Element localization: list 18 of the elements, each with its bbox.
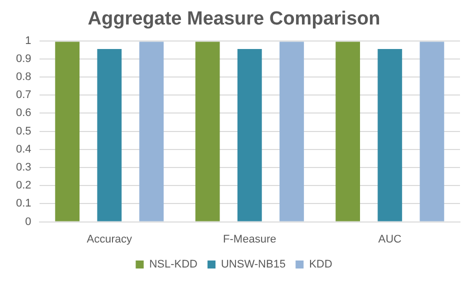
- y-tick-label: 0.6: [16, 107, 32, 120]
- x-tick-label: F-Measure: [223, 233, 276, 246]
- y-tick-label: 0.3: [16, 162, 32, 174]
- y-tick-label: 0.4: [16, 143, 32, 156]
- y-tick-label: 0.5: [16, 125, 32, 138]
- chart-title: Aggregate Measure Comparison: [88, 8, 380, 30]
- y-tick-label: 1: [25, 34, 32, 47]
- legend-label: UNSW-NB15: [220, 258, 286, 271]
- legend-label: KDD: [309, 258, 332, 271]
- y-tick-label: 0.2: [16, 180, 32, 192]
- y-tick-label: 0.7: [16, 89, 32, 102]
- x-tick-label: Accuracy: [86, 233, 133, 246]
- y-tick-label: 0.1: [16, 198, 32, 210]
- y-tick-label: 0: [25, 216, 32, 228]
- y-tick-label: 0.8: [16, 71, 32, 84]
- x-tick-label: AUC: [378, 233, 402, 246]
- legend-label: NSL-KDD: [149, 258, 198, 271]
- y-tick-label: 0.9: [16, 52, 32, 65]
